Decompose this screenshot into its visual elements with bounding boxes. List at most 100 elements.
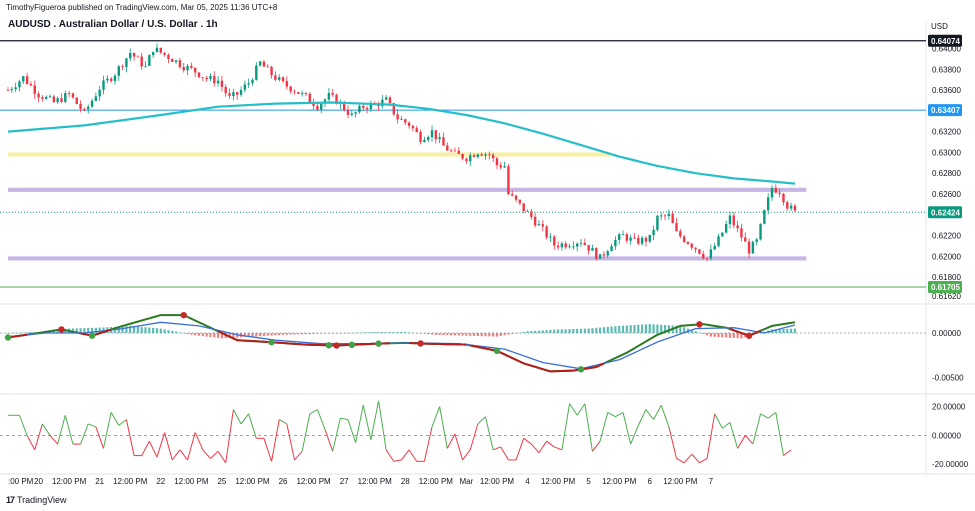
macd-histogram-bar [381, 332, 384, 334]
price-badge-label: 0.63407 [931, 106, 960, 115]
candle-body [274, 75, 277, 80]
price-badge-bg [928, 206, 962, 219]
time-axis[interactable]: :00 PM 20 12:00 PM 21 12:00 PM 22 12:00 PM 25 12… [8, 477, 714, 486]
macd-bearish-segment [527, 363, 532, 367]
time-tick-label: 12:00 PM [541, 477, 576, 486]
oscillator-segment [324, 429, 334, 452]
candle [537, 220, 541, 226]
candle-body [404, 119, 407, 123]
candle-body [10, 89, 14, 91]
candle-body [621, 234, 625, 235]
macd-histogram-bar [717, 333, 720, 338]
oscillator-pane[interactable] [0, 400, 926, 464]
candle-body [297, 92, 300, 94]
candle-body [148, 55, 151, 66]
time-tick-label: 12:00 PM [358, 477, 393, 486]
candle [33, 80, 36, 99]
macd-histogram-bar [675, 325, 678, 334]
macd-bearish-segment [11, 335, 16, 338]
candle [48, 94, 52, 99]
macd-histogram-bar [518, 332, 521, 334]
candle-body [320, 103, 323, 110]
candle [438, 132, 441, 144]
candle [327, 88, 331, 102]
macd-bearish-segment [217, 330, 223, 334]
macd-histogram-bar [289, 333, 292, 335]
macd-histogram-bar [94, 327, 97, 334]
candle [37, 91, 40, 103]
oscillator-segment [454, 433, 464, 461]
candle-body [556, 245, 560, 248]
candle [541, 220, 544, 232]
price-badge-label: 0.62424 [931, 208, 960, 217]
candle [621, 230, 625, 235]
macd-histogram-bar [117, 326, 120, 334]
macd-histogram-bar [90, 327, 94, 334]
candle [25, 72, 29, 85]
candle [262, 59, 266, 67]
oscillator-segment [278, 419, 288, 425]
symbol-title[interactable]: AUDUSD . Australian Dollar / U.S. Dollar… [8, 19, 218, 30]
candle [129, 48, 132, 62]
candle-body [614, 239, 617, 247]
candle [94, 92, 98, 102]
candle-body [526, 211, 529, 212]
macd-histogram-bar [52, 330, 55, 334]
oscillator-segment [408, 449, 418, 462]
candle [148, 54, 151, 67]
price-pane[interactable] [0, 22, 975, 475]
macd-histogram-bar [136, 326, 139, 334]
macd-histogram-bar [415, 333, 418, 334]
macd-histogram-bar [629, 325, 632, 334]
candle-body [507, 166, 510, 195]
oscillator-segment [194, 432, 204, 451]
macd-pane[interactable] [0, 311, 926, 373]
price-badge-green-level-line[interactable]: 0.61705 [928, 281, 962, 294]
price-badge-top-black-line[interactable]: 0.64074 [928, 34, 962, 47]
candle-body [396, 114, 399, 120]
macd-histogram-bar [591, 328, 594, 334]
macd-histogram-bar [652, 324, 655, 334]
candle-body [698, 249, 701, 254]
candle [83, 107, 86, 112]
macd-histogram-bar [564, 329, 567, 334]
candle [759, 223, 762, 241]
candle [595, 247, 598, 261]
oscillator-segment [248, 413, 257, 439]
candle [60, 93, 63, 104]
macd-histogram-bar [705, 333, 709, 336]
oscillator-segment [737, 435, 746, 449]
macd-bearish-segment [500, 351, 506, 356]
price-badge-blue-level-line[interactable]: 0.63407 [928, 104, 962, 117]
time-tick-label: 22 [156, 477, 165, 486]
candle [568, 243, 571, 249]
candle-body [362, 105, 365, 109]
currency-label[interactable]: USD [931, 22, 948, 31]
tradingview-brand[interactable]: 17 TradingView [6, 495, 67, 505]
oscillator-segment [34, 423, 43, 450]
candle [614, 236, 617, 250]
macd-histogram-bar [83, 328, 86, 334]
candle [575, 242, 579, 252]
macd-histogram-bar [266, 333, 269, 336]
macd-cross-marker [348, 341, 355, 349]
candle-body [64, 93, 67, 102]
oscillator-tick-label: -20.00000 [932, 460, 969, 469]
candle [14, 82, 17, 93]
candle-body [79, 103, 82, 109]
candle-body [186, 65, 189, 71]
macd-cross-marker [417, 340, 424, 347]
candle-body [491, 154, 495, 159]
candle [79, 100, 82, 113]
candle [167, 53, 170, 64]
oscillator-segment [446, 433, 456, 449]
price-badge-current-price-line[interactable]: 0.62424 [928, 206, 962, 219]
candle [744, 232, 747, 242]
candle [281, 76, 285, 83]
price-axis[interactable]: 0.64000 0.63800 0.63600 0.63200 0.63000 0.628… [928, 34, 969, 469]
macd-cross-marker [4, 334, 12, 341]
oscillator-segment [347, 419, 357, 443]
oscillator-segment [722, 422, 731, 429]
candle [522, 203, 525, 214]
